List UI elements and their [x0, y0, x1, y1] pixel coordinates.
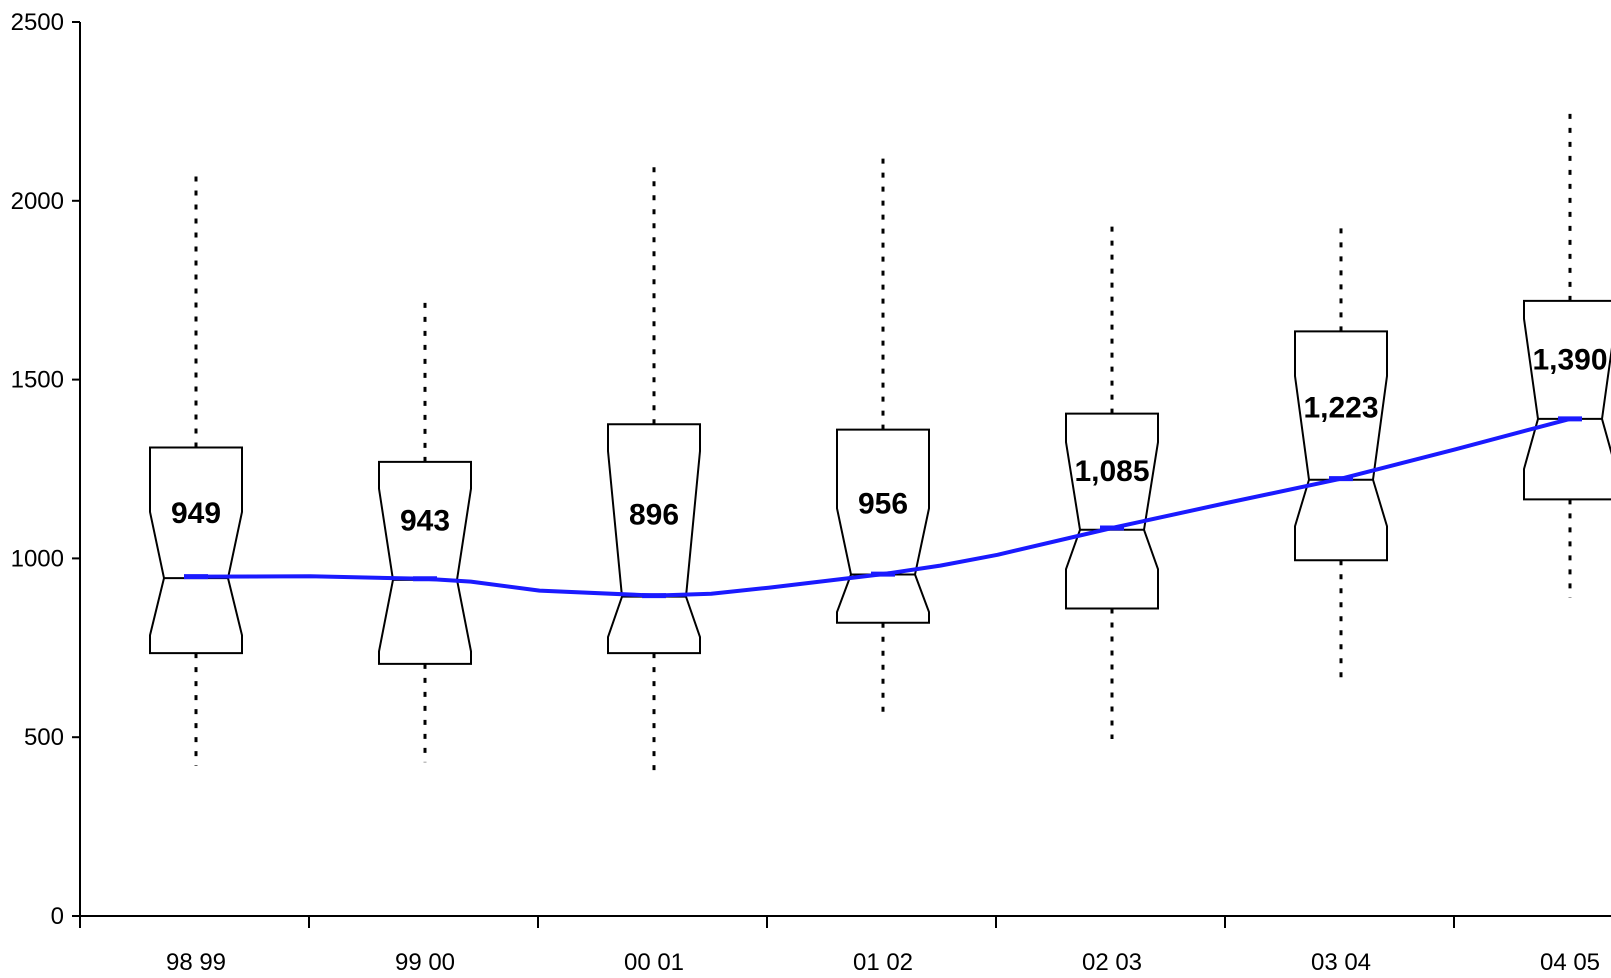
box-value-label: 949 [171, 497, 221, 530]
box-value-label: 896 [629, 498, 679, 531]
value-labels-layer: 949 943 896 956 1,085 1,223 1,390 [171, 343, 1608, 537]
y-tick-label: 1500 [11, 367, 64, 394]
box-value-label: 1,390 [1532, 343, 1607, 376]
notched-box [149, 446, 243, 655]
notched-box [1294, 330, 1388, 562]
notched-box [836, 428, 930, 624]
boxes-layer [149, 106, 1611, 775]
y-tick-label: 2000 [11, 188, 64, 215]
y-axis-ticks: 0 500 1000 1500 2000 2500 [11, 9, 80, 930]
x-tick-label: 01 02 [853, 949, 913, 976]
notched-box [1065, 412, 1159, 610]
trend-line [195, 416, 1571, 598]
x-axis-ticks: 98 99 99 00 00 01 01 02 02 03 03 04 04 05 [79, 916, 1600, 976]
x-tick-label: 00 01 [624, 949, 684, 976]
x-tick-label: 99 00 [395, 949, 455, 976]
box-value-label: 1,223 [1303, 391, 1378, 424]
x-tick-label: 04 05 [1540, 949, 1600, 976]
x-tick-label: 98 99 [166, 949, 226, 976]
box-value-label: 956 [858, 488, 908, 521]
notched-box [1523, 299, 1611, 501]
notched-box [607, 423, 701, 655]
y-tick-label: 1000 [11, 545, 64, 572]
x-tick-label: 03 04 [1311, 949, 1371, 976]
y-tick-label: 0 [51, 903, 64, 930]
x-tick-label: 02 03 [1082, 949, 1142, 976]
y-tick-label: 2500 [11, 9, 64, 36]
notched-box [378, 460, 472, 665]
box-value-label: 1,085 [1074, 455, 1149, 488]
box-value-label: 943 [400, 504, 450, 537]
y-tick-label: 500 [24, 724, 64, 751]
trend-layer [184, 416, 1582, 599]
